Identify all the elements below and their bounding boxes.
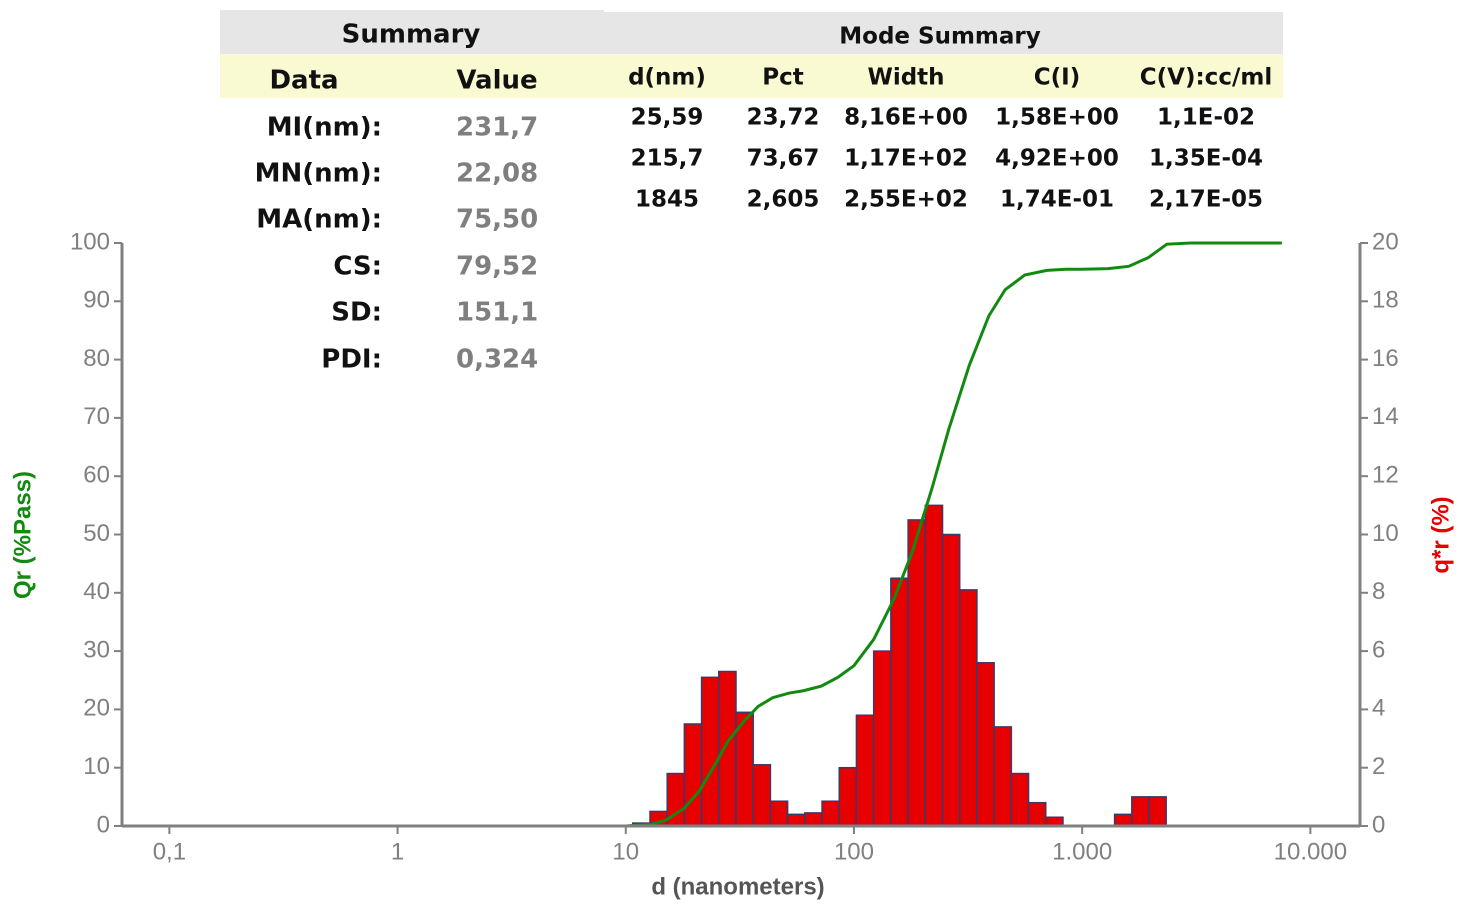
summary-value: 0,324: [456, 345, 538, 375]
cumulative-line: [397, 241, 1282, 828]
bar: [976, 662, 995, 827]
bar: [838, 766, 858, 827]
y-axis-label: Qr (%Pass): [9, 471, 36, 599]
mode-title: Mode Summary: [839, 24, 1041, 50]
summary-value: 75,50: [456, 205, 538, 235]
y2-axis-label: q*r (%): [1427, 496, 1454, 573]
bar: [1131, 796, 1150, 827]
y-tick-label: 50: [83, 520, 110, 547]
y-tick-label: 70: [83, 403, 110, 430]
y-tick-label: 90: [83, 287, 110, 314]
mode-cell: 2,605: [747, 187, 820, 213]
y2-tick-label: 10: [1372, 520, 1399, 547]
summary-label: MN(nm):: [255, 159, 382, 189]
mode-cell: 2,17E-05: [1149, 187, 1263, 213]
bar: [718, 670, 737, 827]
mode-cell: 1845: [635, 187, 699, 213]
bar: [683, 723, 703, 827]
y-tick-label: 20: [83, 695, 110, 722]
mode-cell: 73,67: [747, 146, 820, 172]
summary-value: 151,1: [456, 298, 538, 328]
mode-columns-bg: [604, 54, 1283, 98]
bar: [821, 800, 841, 827]
bar: [752, 764, 772, 827]
mode-cell: 8,16E+00: [844, 105, 968, 131]
bar: [993, 726, 1013, 827]
x-tick-label: 1.000: [1052, 838, 1112, 865]
bar: [1010, 772, 1030, 827]
bar: [769, 800, 789, 827]
y2-tick-label: 0: [1372, 811, 1385, 838]
bar: [1113, 813, 1133, 827]
y2-tick-label: 18: [1372, 287, 1399, 314]
bar: [872, 650, 892, 827]
bar: [804, 812, 823, 827]
y2-tick-label: 4: [1372, 695, 1385, 722]
bar: [786, 813, 806, 827]
x-tick-label: 0,1: [153, 838, 186, 865]
y2-tick-label: 2: [1372, 753, 1385, 780]
bar: [855, 714, 875, 827]
y2-tick-label: 8: [1372, 578, 1385, 605]
bar: [700, 676, 720, 827]
y-tick-label: 30: [83, 636, 110, 663]
y2-tick-label: 20: [1372, 228, 1399, 255]
mode-cell: 2,55E+02: [844, 187, 968, 213]
summary-label: PDI:: [321, 345, 382, 375]
summary-title: Summary: [342, 20, 481, 50]
mode-cell: 1,74E-01: [1000, 187, 1114, 213]
mode-cell: 1,58E+00: [995, 105, 1119, 131]
y-tick-label: 100: [70, 228, 110, 255]
mode-column: C(V):cc/ml: [1140, 65, 1272, 91]
y2-tick-label: 6: [1372, 636, 1385, 663]
y-tick-label: 60: [83, 462, 110, 489]
mode-column: C(I): [1034, 65, 1080, 91]
mode-cell: 25,59: [631, 105, 704, 131]
x-tick-label: 10.000: [1274, 838, 1347, 865]
bar: [941, 533, 961, 827]
bar: [924, 504, 944, 827]
bar: [1027, 801, 1047, 827]
mode-column: d(nm): [628, 65, 706, 91]
mode-column: Width: [867, 65, 944, 91]
bar: [907, 519, 927, 827]
x-tick-label: 1: [391, 838, 404, 865]
mode-cell: 1,17E+02: [844, 146, 968, 172]
summary-value: 231,7: [456, 113, 538, 143]
y2-tick-label: 12: [1372, 462, 1399, 489]
mode-column: Pct: [762, 65, 804, 91]
summary-header-bg: [220, 10, 604, 54]
mode-cell: 4,92E+00: [995, 146, 1119, 172]
summary-label: MA(nm):: [256, 205, 382, 235]
summary-columns-bg: [220, 54, 604, 98]
bar: [958, 589, 978, 827]
summary-label: SD:: [331, 298, 382, 328]
y-tick-label: 40: [83, 578, 110, 605]
x-tick-label: 10: [612, 838, 639, 865]
summary-label: MI(nm):: [267, 113, 382, 143]
summary-column: Data: [269, 66, 338, 96]
y2-tick-label: 14: [1372, 403, 1399, 430]
x-tick-label: 100: [834, 838, 874, 865]
mode-cell: 1,35E-04: [1149, 146, 1263, 172]
x-axis-label: d (nanometers): [651, 873, 824, 900]
y-tick-label: 0: [97, 811, 110, 838]
summary-label: CS:: [333, 252, 382, 282]
y-tick-label: 80: [83, 345, 110, 372]
y2-tick-label: 16: [1372, 345, 1399, 372]
y-tick-label: 10: [83, 753, 110, 780]
mode-header-bg: [604, 12, 1283, 54]
mode-cell: 215,7: [631, 146, 704, 172]
bar: [1148, 796, 1167, 827]
mode-cell: 23,72: [747, 105, 820, 131]
mode-cell: 1,1E-02: [1157, 105, 1255, 131]
summary-column: Value: [456, 66, 537, 96]
summary-value: 22,08: [456, 159, 538, 189]
bar: [890, 577, 909, 827]
summary-value: 79,52: [456, 252, 538, 282]
